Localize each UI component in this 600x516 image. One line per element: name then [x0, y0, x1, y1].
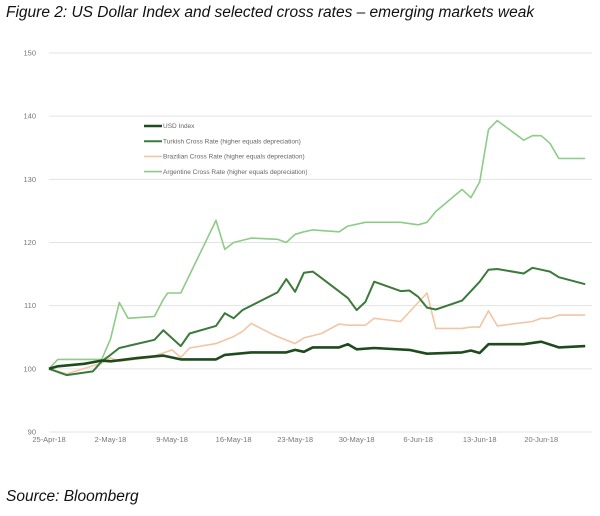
y-tick-label: 140	[23, 112, 36, 121]
x-tick-label: 16-May-18	[216, 435, 252, 444]
legend-label: Brazilian Cross Rate (higher equals depr…	[163, 154, 305, 161]
x-tick-label: 6-Jun-18	[403, 435, 433, 444]
series-line-2	[48, 292, 586, 375]
x-tick-label: 2-May-18	[95, 435, 127, 444]
legend: USD Index Turkish Cross Rate (higher equa…	[144, 123, 308, 176]
series-line-0	[48, 340, 586, 371]
x-tick-label: 13-Jun-18	[463, 435, 497, 444]
gridlines	[49, 52, 592, 433]
legend-label: Argentine Cross Rate (higher equals depr…	[163, 169, 308, 176]
x-tick-label: 25-Apr-18	[32, 435, 65, 444]
y-tick-label: 110	[24, 301, 36, 310]
legend-label: Turkish Cross Rate (higher equals deprec…	[163, 138, 301, 145]
x-tick-label: 20-Jun-18	[524, 435, 558, 444]
y-axis-ticks: 90 100 110 120 130 140 150	[23, 49, 36, 437]
y-tick-label: 130	[23, 175, 36, 184]
x-axis-ticks: 25-Apr-18 2-May-18 9-May-18 16-May-18 23-May…	[32, 435, 558, 444]
y-tick-label: 90	[28, 428, 36, 437]
x-tick-label: 9-May-18	[156, 435, 188, 444]
source-note: Source: Bloomberg	[6, 488, 139, 505]
y-tick-label: 150	[23, 49, 36, 58]
series-lines	[48, 119, 586, 377]
y-tick-label: 100	[23, 364, 36, 373]
figure-title: Figure 2: US Dollar Index and selected c…	[6, 4, 535, 21]
y-tick-label: 120	[23, 238, 36, 247]
legend-label: USD Index	[163, 123, 195, 130]
x-tick-label: 30-May-18	[339, 435, 375, 444]
series-line-1	[48, 266, 586, 377]
series-line-3	[48, 119, 586, 370]
x-tick-label: 23-May-18	[277, 435, 313, 444]
